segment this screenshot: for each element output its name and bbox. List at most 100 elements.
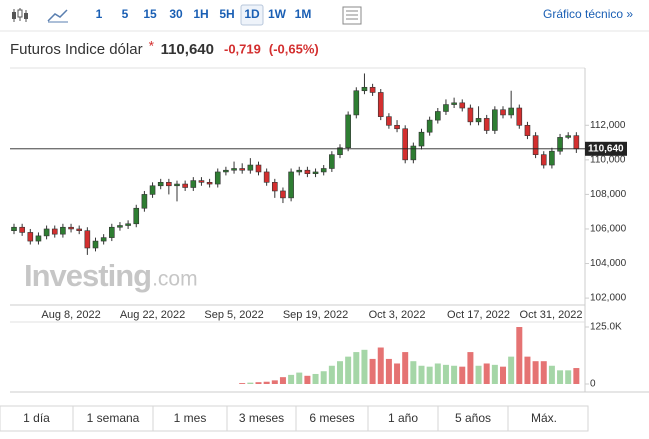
candle-body — [117, 225, 123, 228]
interval-selected[interactable] — [240, 4, 264, 26]
range-button[interactable]: 5 años — [455, 411, 491, 425]
volume-bar — [328, 365, 335, 384]
interval-button[interactable]: 5H — [219, 7, 234, 21]
volume-bar — [459, 366, 466, 384]
x-tick-label: Oct 31, 2022 — [520, 309, 583, 321]
x-tick-label: Oct 17, 2022 — [447, 309, 510, 321]
x-tick-label: Aug 8, 2022 — [41, 309, 100, 321]
range-button[interactable]: 6 meses — [309, 411, 354, 425]
candle-body — [386, 116, 392, 126]
range-button[interactable]: 1 año — [388, 411, 418, 425]
range-button[interactable]: Máx. — [531, 411, 557, 425]
candle-body — [304, 169, 311, 174]
candle-body — [149, 185, 156, 195]
candle-body — [166, 182, 172, 187]
technical-chart-link[interactable]: Gráfico técnico » — [543, 7, 633, 21]
candle-body — [500, 109, 506, 116]
candle-body — [35, 235, 42, 242]
candle-body — [426, 119, 433, 133]
volume-bar — [296, 372, 303, 384]
candle-body — [492, 109, 498, 131]
volume-bar — [516, 327, 523, 384]
area-icon[interactable] — [47, 9, 68, 22]
interval-button[interactable]: 1H — [193, 7, 208, 21]
volume-bar — [442, 364, 449, 384]
volume-bar — [508, 356, 515, 384]
candle-body — [182, 183, 188, 188]
interval-button[interactable]: 5 — [122, 7, 129, 21]
volume-bar — [239, 383, 246, 384]
candle-body — [573, 135, 580, 150]
volume-bar — [434, 363, 441, 384]
candle-body — [565, 135, 572, 138]
settings-icon[interactable] — [342, 6, 362, 25]
candle-body — [239, 168, 245, 171]
range-button[interactable]: 1 semana — [87, 411, 140, 425]
x-tick-label: Aug 22, 2022 — [120, 309, 185, 321]
volume-bar — [402, 352, 409, 384]
volume-bar — [491, 364, 498, 384]
candle-body — [312, 171, 319, 174]
candle-body — [263, 171, 270, 183]
x-tick-label: Sep 19, 2022 — [283, 309, 348, 321]
interval-button[interactable]: 1M — [295, 7, 312, 21]
volume-bar — [279, 377, 286, 384]
interval-button[interactable]: 15 — [143, 7, 157, 21]
last-price-label: 110,640 — [588, 143, 624, 154]
candle-body — [141, 194, 148, 209]
y-tick-label: 112,000 — [590, 120, 626, 131]
instrument-name: Futuros Indice dólar — [10, 41, 143, 58]
volume-bar — [312, 373, 319, 384]
candle-body — [27, 232, 34, 242]
range-button[interactable]: 3 meses — [239, 411, 284, 425]
change: -0,719 — [224, 41, 261, 56]
interval-button[interactable]: 1D — [244, 7, 260, 21]
watermark-brand: Investing — [24, 258, 151, 293]
watermark-suffix: .com — [152, 268, 198, 291]
candle-body — [157, 182, 164, 187]
volume-bar — [557, 370, 564, 384]
interval-button[interactable]: 30 — [169, 7, 183, 21]
candle-body — [337, 147, 343, 155]
volume-bar — [345, 356, 352, 384]
candle-body — [60, 226, 66, 235]
candle-body — [247, 164, 254, 171]
candle-body — [369, 86, 376, 93]
last-price-tag — [585, 141, 627, 156]
interval-button[interactable]: 1W — [268, 7, 287, 21]
candle-body — [524, 124, 531, 136]
volume-bar — [288, 374, 295, 384]
volume-bar — [532, 361, 539, 384]
volume-bar — [426, 366, 433, 384]
candle-body — [109, 226, 115, 238]
range-button[interactable]: 1 día — [23, 411, 50, 425]
interval-button[interactable]: 1 — [96, 7, 103, 21]
candle-body — [459, 102, 466, 109]
volume-bar — [337, 361, 343, 384]
x-tick-label: Oct 3, 2022 — [369, 309, 426, 321]
candle-icon[interactable] — [12, 8, 28, 22]
candle-body — [190, 180, 197, 188]
y-tick-label: 108,000 — [590, 189, 627, 200]
volume-bar — [418, 365, 425, 384]
price: 110,640 — [161, 41, 214, 58]
candle-body — [394, 124, 400, 130]
candle-body — [43, 228, 50, 237]
volume-bar — [451, 365, 458, 384]
candle-body — [125, 223, 131, 226]
candle-body — [361, 86, 368, 92]
range-button[interactable]: 1 mes — [174, 411, 207, 425]
volume-bar — [565, 370, 572, 384]
candle-body — [516, 107, 523, 126]
y-tick-label: 110,000 — [590, 154, 626, 165]
candle-body — [410, 145, 417, 161]
candle-body — [206, 182, 213, 185]
candle-body — [214, 171, 221, 185]
candle-body — [271, 182, 278, 192]
candle-body — [532, 135, 539, 155]
volume-bar — [353, 352, 360, 384]
volume-bar — [483, 363, 490, 384]
candle-body — [92, 240, 99, 249]
candle-body — [467, 107, 474, 123]
